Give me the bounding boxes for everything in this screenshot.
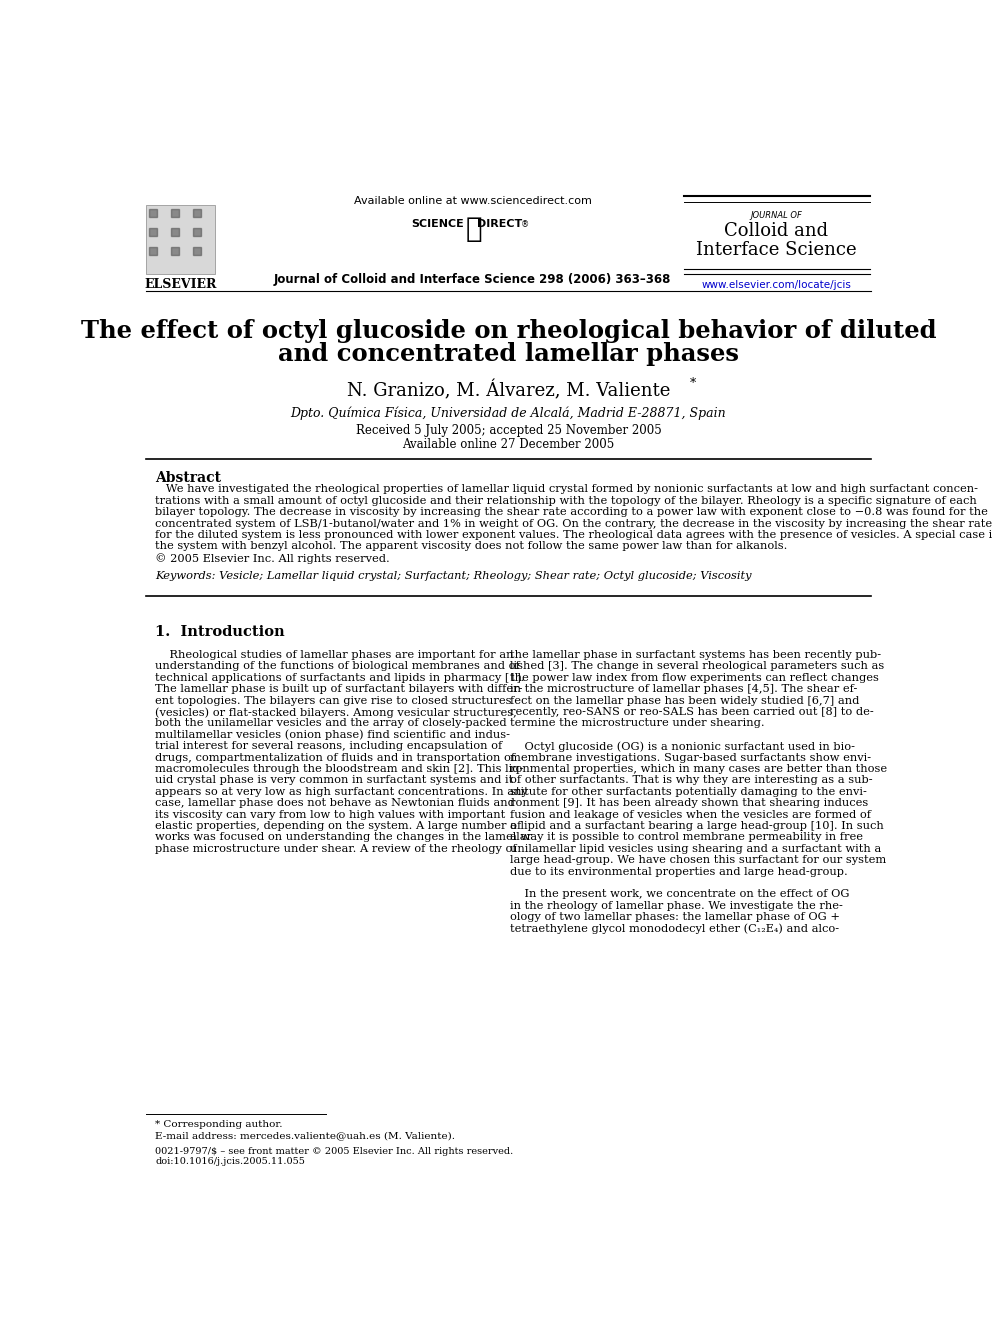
Text: www.elsevier.com/locate/jcis: www.elsevier.com/locate/jcis [701, 280, 851, 291]
Text: The lamellar phase is built up of surfactant bilayers with differ-: The lamellar phase is built up of surfac… [155, 684, 523, 695]
Text: drugs, compartmentalization of fluids and in transportation of: drugs, compartmentalization of fluids an… [155, 753, 515, 762]
Text: a way it is possible to control membrane permeability in free: a way it is possible to control membrane… [510, 832, 863, 843]
Text: the lamellar phase in surfactant systems has been recently pub-: the lamellar phase in surfactant systems… [510, 650, 881, 660]
Text: Keywords: Vesicle; Lamellar liquid crystal; Surfactant; Rheology; Shear rate; Oc: Keywords: Vesicle; Lamellar liquid cryst… [155, 570, 752, 581]
Text: the system with benzyl alcohol. The apparent viscosity does not follow the same : the system with benzyl alcohol. The appa… [155, 541, 788, 552]
Text: a lipid and a surfactant bearing a large head-group [10]. In such: a lipid and a surfactant bearing a large… [510, 822, 884, 831]
Text: appears so at very low as high surfactant concentrations. In any: appears so at very low as high surfactan… [155, 787, 528, 796]
Text: large head-group. We have chosen this surfactant for our system: large head-group. We have chosen this su… [510, 855, 886, 865]
Text: phase microstructure under shear. A review of the rheology of: phase microstructure under shear. A revi… [155, 844, 517, 853]
Text: SCIENCE: SCIENCE [412, 218, 464, 229]
Text: in the rheology of lamellar phase. We investigate the rhe-: in the rheology of lamellar phase. We in… [510, 901, 843, 910]
Text: for the diluted system is less pronounced with lower exponent values. The rheolo: for the diluted system is less pronounce… [155, 531, 992, 540]
Text: N. Granizo, M. Álvarez, M. Valiente: N. Granizo, M. Álvarez, M. Valiente [347, 381, 670, 401]
Text: ®: ® [521, 221, 529, 229]
Text: and concentrated lamellar phases: and concentrated lamellar phases [278, 343, 739, 366]
Text: Available online at www.sciencedirect.com: Available online at www.sciencedirect.co… [354, 196, 591, 205]
Text: ronment [9]. It has been already shown that shearing induces: ronment [9]. It has been already shown t… [510, 798, 868, 808]
Text: Abstract: Abstract [155, 471, 221, 484]
Text: © 2005 Elsevier Inc. All rights reserved.: © 2005 Elsevier Inc. All rights reserved… [155, 553, 390, 564]
Text: macromolecules through the bloodstream and skin [2]. This liq-: macromolecules through the bloodstream a… [155, 763, 524, 774]
Text: due to its environmental properties and large head-group.: due to its environmental properties and … [510, 867, 848, 877]
Text: works was focused on understanding the changes in the lamellar: works was focused on understanding the c… [155, 832, 532, 843]
FancyBboxPatch shape [146, 205, 215, 274]
Text: Available online 27 December 2005: Available online 27 December 2005 [403, 438, 614, 451]
Text: stitute for other surfactants potentially damaging to the envi-: stitute for other surfactants potentiall… [510, 787, 867, 796]
Text: lished [3]. The change in several rheological parameters such as: lished [3]. The change in several rheolo… [510, 662, 884, 671]
Text: case, lamellar phase does not behave as Newtonian fluids and: case, lamellar phase does not behave as … [155, 798, 515, 808]
Text: ent topologies. The bilayers can give rise to closed structures: ent topologies. The bilayers can give ri… [155, 696, 512, 705]
Text: Interface Science: Interface Science [696, 241, 857, 259]
Text: its viscosity can vary from low to high values with important: its viscosity can vary from low to high … [155, 810, 505, 819]
Text: ology of two lamellar phases: the lamellar phase of OG +: ology of two lamellar phases: the lamell… [510, 912, 840, 922]
Text: Received 5 July 2005; accepted 25 November 2005: Received 5 July 2005; accepted 25 Novemb… [355, 425, 662, 438]
Text: bilayer topology. The decrease in viscosity by increasing the shear rate accordi: bilayer topology. The decrease in viscos… [155, 507, 988, 517]
Text: Dpto. Química Física, Universidad de Alcalá, Madrid E-28871, Spain: Dpto. Química Física, Universidad de Alc… [291, 406, 726, 421]
Text: In the present work, we concentrate on the effect of OG: In the present work, we concentrate on t… [510, 889, 849, 900]
Text: ELSEVIER: ELSEVIER [145, 278, 217, 291]
Text: Octyl glucoside (OG) is a nonionic surfactant used in bio-: Octyl glucoside (OG) is a nonionic surfa… [510, 741, 855, 751]
Text: termine the microstructure under shearing.: termine the microstructure under shearin… [510, 718, 765, 729]
Text: fect on the lamellar phase has been widely studied [6,7] and: fect on the lamellar phase has been wide… [510, 696, 859, 705]
Text: in the microstructure of lamellar phases [4,5]. The shear ef-: in the microstructure of lamellar phases… [510, 684, 857, 695]
Text: the power law index from flow experiments can reflect changes: the power law index from flow experiment… [510, 673, 879, 683]
Text: *: * [689, 377, 696, 390]
Text: elastic properties, depending on the system. A large number of: elastic properties, depending on the sys… [155, 822, 521, 831]
Text: Journal of Colloid and Interface Science 298 (2006) 363–368: Journal of Colloid and Interface Science… [274, 273, 672, 286]
Text: technical applications of surfactants and lipids in pharmacy [1].: technical applications of surfactants an… [155, 673, 525, 683]
Text: ⓐ: ⓐ [466, 214, 483, 243]
Text: recently, reo-SANS or reo-SALS has been carried out [8] to de-: recently, reo-SANS or reo-SALS has been … [510, 706, 874, 717]
Text: concentrated system of LSB/1-butanol/water and 1% in weight of OG. On the contra: concentrated system of LSB/1-butanol/wat… [155, 519, 992, 529]
Text: We have investigated the rheological properties of lamellar liquid crystal forme: We have investigated the rheological pro… [155, 484, 978, 495]
Text: unilamellar lipid vesicles using shearing and a surfactant with a: unilamellar lipid vesicles using shearin… [510, 844, 881, 853]
Text: of other surfactants. That is why they are interesting as a sub-: of other surfactants. That is why they a… [510, 775, 873, 786]
Text: E-mail address: mercedes.valiente@uah.es (M. Valiente).: E-mail address: mercedes.valiente@uah.es… [155, 1131, 455, 1140]
Text: Rheological studies of lamellar phases are important for an: Rheological studies of lamellar phases a… [155, 650, 514, 660]
Text: (vesicles) or flat-stacked bilayers. Among vesicular structures,: (vesicles) or flat-stacked bilayers. Amo… [155, 706, 517, 717]
Text: understanding of the functions of biological membranes and of: understanding of the functions of biolog… [155, 662, 520, 671]
Text: both the unilamellar vesicles and the array of closely-packed: both the unilamellar vesicles and the ar… [155, 718, 507, 729]
Text: trations with a small amount of octyl glucoside and their relationship with the : trations with a small amount of octyl gl… [155, 496, 977, 505]
Text: doi:10.1016/j.jcis.2005.11.055: doi:10.1016/j.jcis.2005.11.055 [155, 1158, 305, 1167]
Text: multilamellar vesicles (onion phase) find scientific and indus-: multilamellar vesicles (onion phase) fin… [155, 730, 510, 741]
Text: uid crystal phase is very common in surfactant systems and it: uid crystal phase is very common in surf… [155, 775, 513, 786]
Text: Colloid and: Colloid and [724, 222, 828, 239]
Text: The effect of octyl glucoside on rheological behavior of diluted: The effect of octyl glucoside on rheolog… [80, 319, 936, 343]
Text: tetraethylene glycol monododecyl ether (C₁₂E₄) and alco-: tetraethylene glycol monododecyl ether (… [510, 923, 839, 934]
Text: JOURNAL OF: JOURNAL OF [751, 212, 803, 220]
Text: DIRECT: DIRECT [477, 218, 523, 229]
Text: * Corresponding author.: * Corresponding author. [155, 1119, 283, 1129]
Text: trial interest for several reasons, including encapsulation of: trial interest for several reasons, incl… [155, 741, 502, 751]
Text: ronmental properties, which in many cases are better than those: ronmental properties, which in many case… [510, 763, 887, 774]
Text: fusion and leakage of vesicles when the vesicles are formed of: fusion and leakage of vesicles when the … [510, 810, 871, 819]
Text: 1.  Introduction: 1. Introduction [155, 624, 285, 639]
Text: 0021-9797/$ – see front matter © 2005 Elsevier Inc. All rights reserved.: 0021-9797/$ – see front matter © 2005 El… [155, 1147, 513, 1156]
Text: membrane investigations. Sugar-based surfactants show envi-: membrane investigations. Sugar-based sur… [510, 753, 871, 762]
